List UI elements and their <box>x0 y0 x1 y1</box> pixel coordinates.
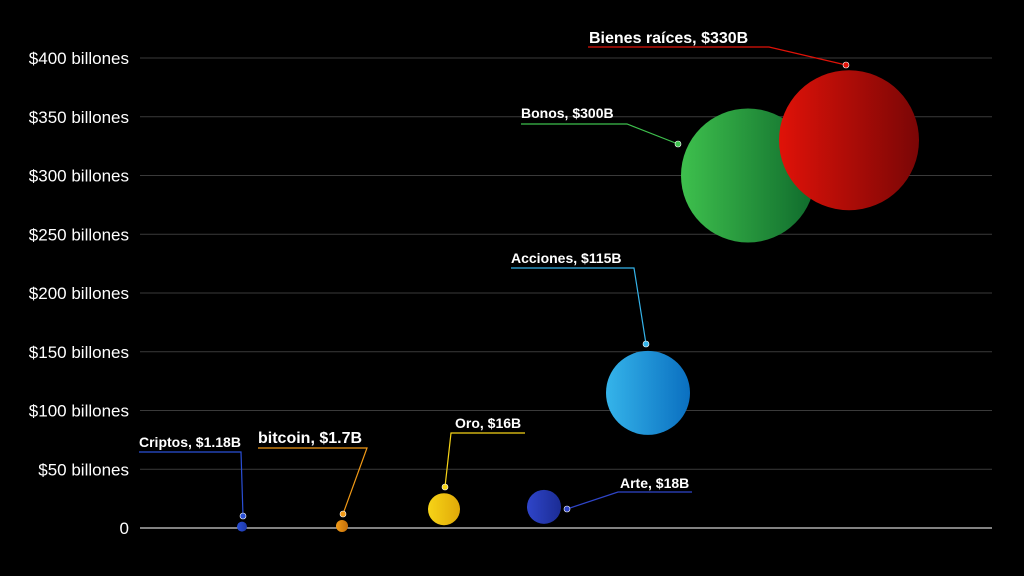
leader-line <box>511 267 647 345</box>
leader-line <box>139 451 244 517</box>
y-tick-label: $150 billones <box>29 343 129 362</box>
label-leaders <box>139 46 850 520</box>
bubble-label: Bienes raíces, $330B <box>589 30 748 47</box>
leader-dot <box>339 510 347 518</box>
leader-line <box>444 432 525 488</box>
bubble-label: Bonos, $300B <box>521 105 614 121</box>
leader-line <box>588 46 847 66</box>
bubble-2 <box>428 493 460 526</box>
y-tick-label: $400 billones <box>29 49 129 68</box>
leader-line <box>258 447 368 515</box>
bubble-label: Oro, $16B <box>455 415 521 431</box>
leader-dot <box>674 140 682 148</box>
leader-dot <box>441 483 449 491</box>
y-axis-ticks: 0 $50 billones $100 billones $150 billones $… <box>29 49 129 538</box>
leader-line <box>566 491 692 510</box>
bubble-label: Arte, $18B <box>620 475 689 491</box>
bubble-1 <box>336 520 348 533</box>
y-tick-label: $350 billones <box>29 108 129 127</box>
bubble-0 <box>237 521 247 532</box>
bubble-label: Criptos, $1.18B <box>139 434 241 450</box>
bubble-labels: Criptos, $1.18B bitcoin, $1.7B Oro, $16B Ar… <box>139 30 748 491</box>
bubble-6 <box>779 70 919 211</box>
leader-dot <box>563 505 571 513</box>
y-tick-label: $300 billones <box>29 167 129 186</box>
bubble-label: Acciones, $115B <box>511 250 622 266</box>
leader-dot <box>642 340 650 348</box>
y-tick-label: $200 billones <box>29 284 129 303</box>
bubble-label: bitcoin, $1.7B <box>258 430 362 447</box>
bubbles <box>237 70 919 533</box>
leader-line <box>521 123 679 145</box>
grid-lines <box>140 57 992 529</box>
bubble-3 <box>527 489 561 524</box>
leader-dot <box>239 512 247 520</box>
y-tick-label: 0 <box>120 519 129 538</box>
y-tick-label: $250 billones <box>29 225 129 244</box>
bubble-4 <box>606 350 690 435</box>
leader-dot <box>842 61 850 69</box>
y-tick-label: $50 billones <box>38 460 129 479</box>
y-tick-label: $100 billones <box>29 402 129 421</box>
